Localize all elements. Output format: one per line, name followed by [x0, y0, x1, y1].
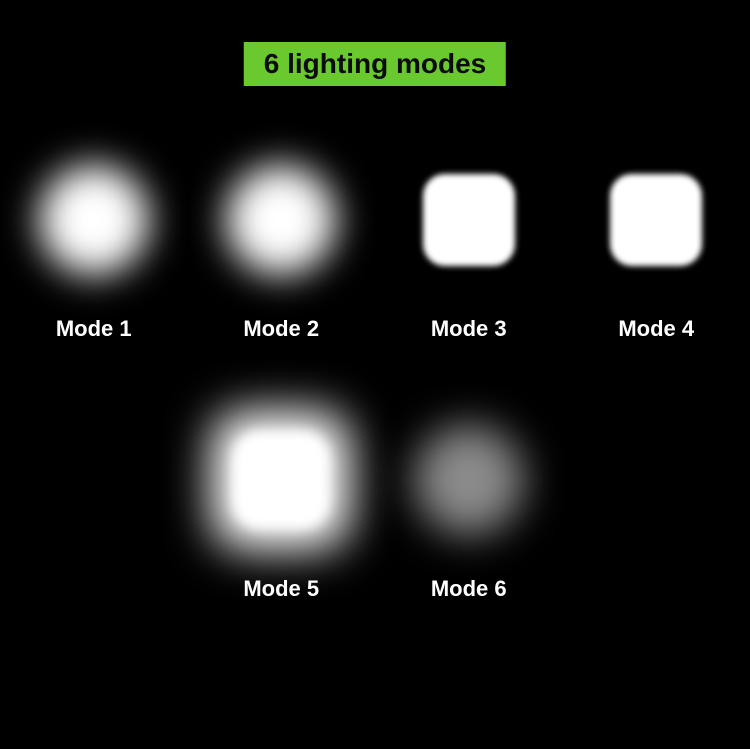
mode-cell: Mode 2 — [188, 130, 376, 390]
mode-cell: Mode 6 — [375, 390, 563, 650]
mode-label: Mode 3 — [431, 316, 507, 342]
mode-cell: Mode 3 — [375, 130, 563, 390]
mode-label: Mode 1 — [56, 316, 132, 342]
light-icon — [188, 390, 376, 570]
title-badge: 6 lighting modes — [244, 42, 506, 86]
spacer-cell — [0, 390, 188, 650]
mode-label: Mode 4 — [618, 316, 694, 342]
light-icon — [375, 390, 563, 570]
mode-label: Mode 6 — [431, 576, 507, 602]
mode-label: Mode 2 — [243, 316, 319, 342]
light-icon — [563, 130, 750, 310]
mode-cell: Mode 1 — [0, 130, 188, 390]
light-icon — [0, 130, 188, 310]
light-icon — [188, 130, 376, 310]
mode-label: Mode 5 — [243, 576, 319, 602]
modes-grid: Mode 1 Mode 2 Mode 3 Mode 4 Mode 5 Mode 6 — [0, 130, 750, 650]
mode-cell: Mode 4 — [563, 130, 750, 390]
light-icon — [375, 130, 563, 310]
mode-cell: Mode 5 — [188, 390, 376, 650]
